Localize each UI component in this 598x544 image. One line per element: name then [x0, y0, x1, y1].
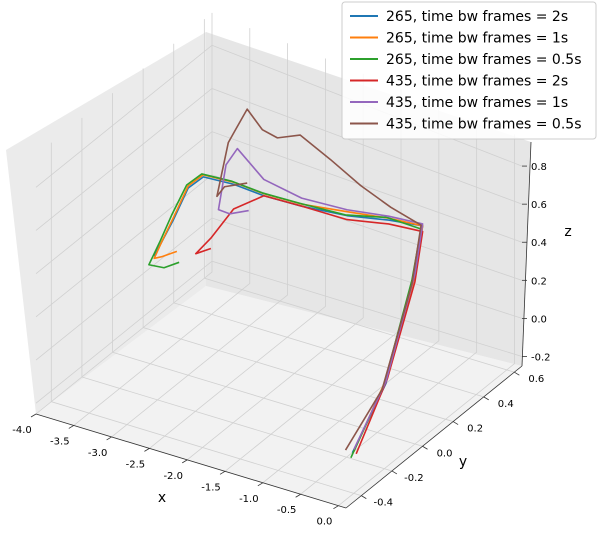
x-tick-mark — [68, 425, 75, 429]
legend-entry: 265, time bw frames = 2s — [386, 9, 568, 25]
legend-entry: 435, time bw frames = 0.5s — [386, 117, 582, 133]
z-grid-line — [35, 217, 523, 361]
x-tick-mark — [182, 459, 188, 464]
y-tick-label: -0.2 — [404, 473, 424, 484]
x-tick-label: -0.5 — [277, 505, 297, 516]
series-lines — [148, 108, 424, 459]
x-tick-mark — [106, 436, 112, 441]
z-grid-line — [35, 260, 523, 404]
x-axis-label: x — [158, 490, 166, 506]
x-tick-mark — [219, 470, 226, 475]
y-tick-mark — [452, 421, 459, 425]
x-tick-mark — [295, 493, 301, 498]
x-tick-label: -1.0 — [239, 494, 259, 505]
left-wall-pane — [6, 32, 206, 414]
z-tick-label: 0.0 — [531, 314, 547, 325]
x-tick-mark — [144, 448, 150, 452]
z-axis-line — [521, 141, 532, 367]
x-grid-line — [111, 43, 289, 438]
z-axis-label: z — [564, 224, 571, 240]
series-line — [194, 194, 424, 455]
y-grid-line — [203, 19, 515, 373]
x-grid-line — [262, 104, 440, 484]
legend-entry: 265, time bw frames = 1s — [386, 31, 568, 47]
y-tick-mark — [391, 470, 398, 475]
z-tick-label: 0.2 — [531, 276, 547, 287]
legend-box — [341, 1, 597, 140]
legend: 265, time bw frames = 2s 265, time bw fra… — [341, 1, 597, 140]
x-tick-label: -1.5 — [201, 482, 221, 493]
y-tick-label: 0.6 — [528, 374, 544, 385]
y-tick-label: 0.0 — [437, 448, 453, 459]
z-grid-line — [35, 88, 523, 231]
x-axis-line — [35, 413, 347, 509]
y-tick-label: -0.4 — [374, 498, 394, 509]
z-tick-label: 0.8 — [531, 162, 547, 173]
x-tick-mark — [30, 413, 37, 418]
axis-edges — [35, 141, 532, 509]
y-tick-mark — [514, 371, 520, 376]
y-grid-line — [50, 142, 362, 497]
x-tick-label: -4.0 — [12, 425, 32, 436]
series-line — [216, 108, 422, 451]
x-grid-line — [186, 73, 364, 461]
x-tick-label: 0.0 — [316, 517, 332, 528]
z-tick-label: -0.2 — [531, 352, 551, 363]
x-grid-line — [149, 58, 326, 449]
x-tick-mark — [333, 505, 339, 510]
y-axis-line — [345, 365, 523, 509]
y-tick-label: 0.4 — [498, 399, 514, 410]
legend-entry: 435, time bw frames = 2s — [386, 74, 568, 90]
y-tick-mark — [361, 495, 367, 499]
x-tick-label: -2.5 — [126, 459, 146, 470]
floor-pane — [36, 286, 522, 508]
z-tick-label: 0.4 — [531, 238, 547, 249]
z-grid-line — [35, 131, 523, 274]
y-tick-mark — [422, 445, 428, 450]
y-grid-line — [173, 43, 484, 398]
tick-labels: -4.0 -3.5 -3.0 -2.5 -2.0 -1.5 -1.0 -0.5 0.0 -0.4 -… — [12, 162, 550, 528]
y-grid-line — [142, 68, 454, 422]
y-tick-mark — [483, 396, 489, 401]
x-tick-label: -3.0 — [88, 448, 108, 459]
y-axis-label: y — [459, 454, 467, 470]
x-tick-label: -3.5 — [50, 436, 70, 447]
x-grid-line — [35, 12, 213, 415]
x-tick-mark — [257, 482, 264, 487]
y-grid-line — [81, 117, 393, 472]
y-grid-line — [112, 93, 423, 447]
z-tick-label: 0.6 — [531, 200, 547, 211]
y-tick-label: 0.2 — [467, 424, 483, 435]
legend-entry: 265, time bw frames = 0.5s — [386, 52, 582, 68]
x-tick-label: -2.0 — [163, 471, 183, 482]
series-line — [217, 147, 424, 450]
x-grid-line — [338, 134, 515, 507]
legend-entry: 435, time bw frames = 1s — [386, 95, 568, 111]
